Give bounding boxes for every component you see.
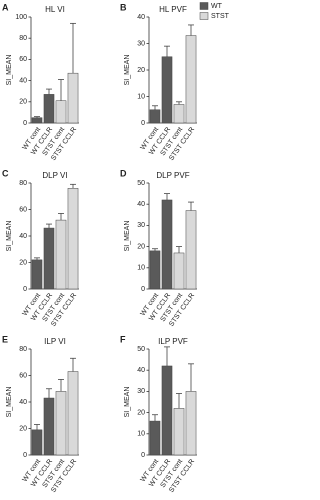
y-tick-label: 20 [19,425,27,432]
y-tick-label: 30 [137,40,145,47]
y-tick-label: 10 [137,431,145,438]
bar [43,94,55,124]
y-axis-label: SI_MEAN [124,55,131,86]
y-tick-label: 50 [137,346,145,353]
y-tick-label: 10 [137,265,145,272]
y-tick-label: 0 [23,452,27,459]
y-tick-label: 30 [137,222,145,229]
bar [43,397,55,456]
bar [173,408,185,456]
panel-letter: E [2,334,8,344]
y-tick-label: 0 [23,286,27,293]
bar [185,391,197,456]
legend-swatch [199,12,209,20]
bar [161,199,173,290]
y-axis-label: SI_MEAN [6,387,13,418]
bar [173,104,185,124]
bar [149,420,161,456]
y-axis-label: SI_MEAN [124,387,131,418]
panel-letter: C [2,168,9,178]
y-tick-label: 60 [19,56,27,63]
y-tick-label: 40 [19,399,27,406]
bar [185,210,197,290]
bar [31,117,43,124]
y-tick-label: 50 [137,180,145,187]
panel-title: ILP PVF [158,337,188,346]
panel-title: DLP VI [42,171,67,180]
y-tick-label: 40 [137,201,145,208]
y-axis-label: SI_MEAN [124,221,131,252]
bar [31,429,43,456]
bar [185,35,197,124]
y-tick-label: 20 [19,259,27,266]
y-tick-label: 0 [141,452,145,459]
legend-label: WT [211,3,223,10]
bar [43,227,55,290]
y-axis-label: SI_MEAN [6,221,13,252]
y-tick-label: 20 [19,99,27,106]
panel-title: ILP VI [44,337,66,346]
bar [55,100,67,124]
panel-title: HL PVF [159,5,187,14]
y-tick-label: 0 [141,286,145,293]
bar [161,56,173,124]
y-tick-label: 40 [137,367,145,374]
bar [149,250,161,290]
y-tick-label: 40 [137,14,145,21]
panel-letter: F [120,334,126,344]
y-tick-label: 30 [137,388,145,395]
y-tick-label: 10 [137,93,145,100]
panel-letter: A [2,2,9,12]
bar [67,371,79,456]
y-tick-label: 80 [19,180,27,187]
y-tick-label: 40 [19,233,27,240]
bar [67,72,79,124]
y-tick-label: 60 [19,372,27,379]
y-tick-label: 20 [137,409,145,416]
y-tick-label: 0 [23,120,27,127]
y-tick-label: 40 [19,77,27,84]
bar [173,252,185,290]
bar [161,365,173,456]
legend-swatch [199,2,209,10]
bar [55,219,67,290]
y-tick-label: 80 [19,35,27,42]
legend-label: STST [211,13,230,20]
panel-letter: B [120,2,127,12]
panel-title: HL VI [45,5,65,14]
bar [149,109,161,124]
panel-letter: D [120,168,127,178]
y-tick-label: 80 [19,346,27,353]
bar [55,391,67,456]
panel-title: DLP PVF [156,171,189,180]
y-axis-label: SI_MEAN [6,55,13,86]
y-tick-label: 60 [19,206,27,213]
y-tick-label: 20 [137,67,145,74]
y-tick-label: 20 [137,243,145,250]
bar [31,259,43,290]
y-tick-label: 0 [141,120,145,127]
bar [67,188,79,290]
y-tick-label: 100 [15,14,27,21]
